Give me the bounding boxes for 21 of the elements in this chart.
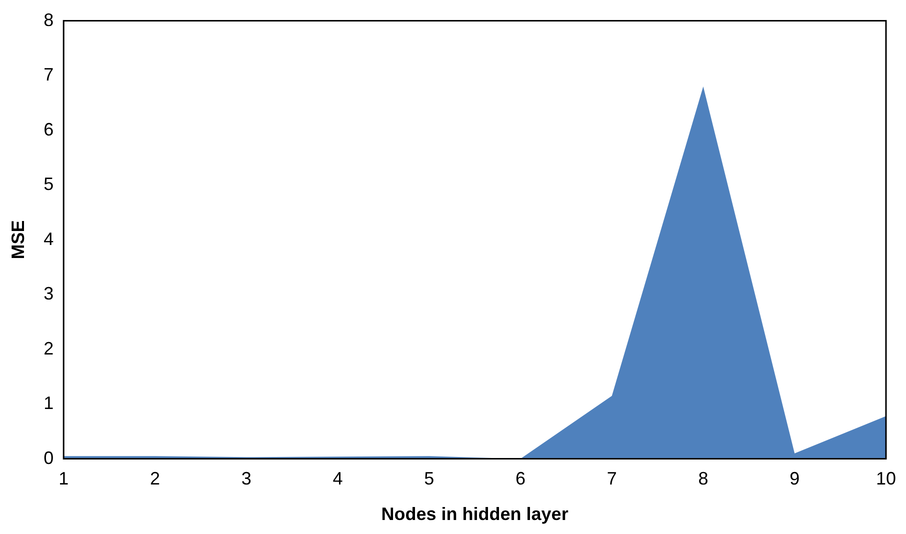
x-tick-label: 7 [606, 468, 617, 489]
y-tick-label: 4 [44, 228, 54, 249]
x-tick-label: 4 [332, 468, 343, 489]
y-tick-label: 2 [44, 338, 54, 358]
y-axis-title: MSE [8, 220, 28, 260]
x-tick-label: 10 [876, 468, 896, 489]
x-tick-label: 3 [241, 468, 252, 489]
x-tick-label: 1 [58, 468, 69, 489]
y-tick-label: 5 [44, 174, 54, 194]
y-tick-label: 0 [44, 448, 54, 468]
x-tick-label: 5 [424, 468, 434, 489]
x-tick-label: 8 [698, 468, 708, 489]
y-tick-label: 3 [44, 284, 54, 304]
y-tick-label: 1 [44, 393, 54, 414]
x-axis-title: Nodes in hidden layer [381, 504, 568, 524]
x-tick-label: 6 [515, 468, 526, 489]
y-tick-label: 6 [44, 119, 54, 140]
x-tick-label: 9 [790, 468, 800, 489]
y-tick-label: 7 [44, 64, 54, 85]
y-tick-label: 8 [44, 10, 54, 30]
x-tick-label: 2 [150, 468, 160, 489]
